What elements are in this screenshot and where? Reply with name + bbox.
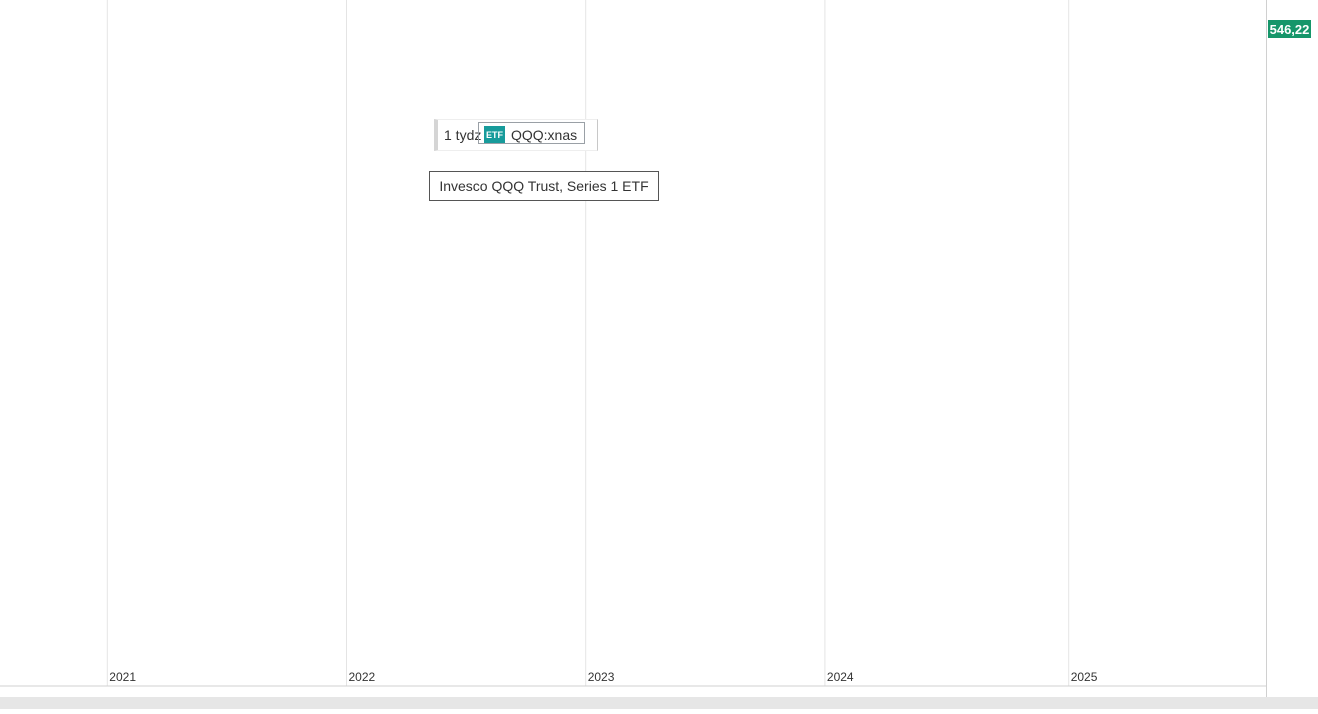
horizontal-scrollbar[interactable] [0,697,1318,709]
instrument-name: Invesco QQQ Trust, Series 1 ETF [439,178,649,194]
instrument-name-box: Invesco QQQ Trust, Series 1 ETF [429,171,659,201]
interval-selector[interactable]: 1 tydz ETF QQQ:xnas [434,119,598,151]
x-tick-label: 2021 [109,670,136,684]
x-tick-label: 2022 [349,670,376,684]
x-tick-label: 2023 [588,670,615,684]
last-price-badge: 546,22 [1268,20,1311,38]
etf-badge-icon: ETF [484,126,505,144]
last-price-label: 546,22 [1269,21,1310,37]
x-tick-label: 2024 [827,670,854,684]
symbol-label[interactable]: QQQ:xnas [511,127,578,143]
interval-label: 1 tydz [444,127,482,143]
x-tick-label: 2025 [1071,670,1098,684]
